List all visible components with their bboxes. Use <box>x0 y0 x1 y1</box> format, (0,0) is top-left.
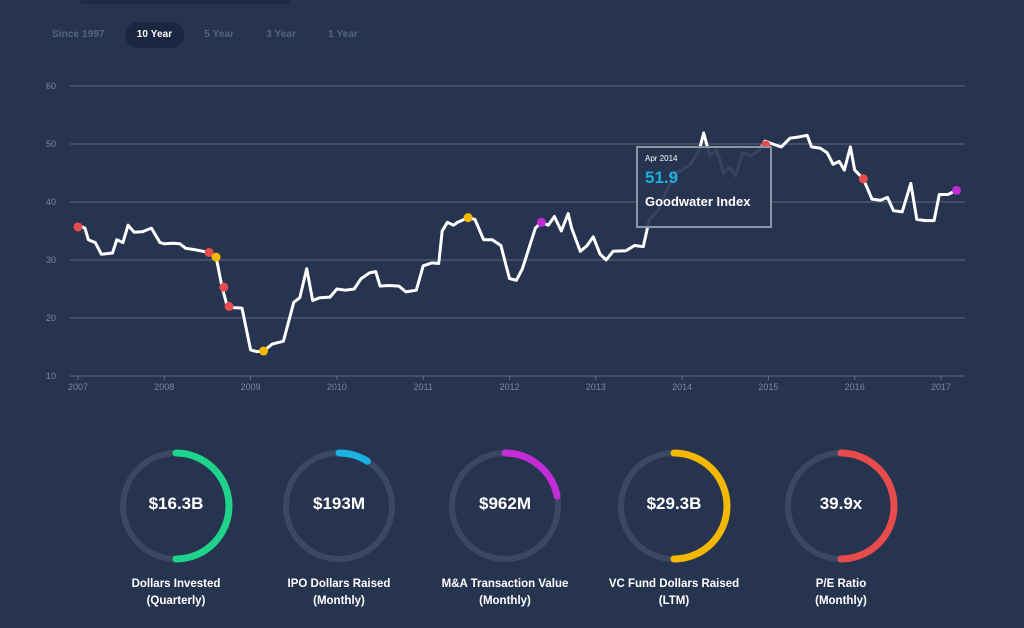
gauge-arc <box>501 449 561 500</box>
x-tick-label: 2012 <box>499 382 519 392</box>
x-tick-label: 2011 <box>414 382 433 392</box>
gauge-arc <box>172 449 233 563</box>
x-tick-label: 2016 <box>845 382 865 392</box>
metric-pe-ratio[interactable]: 39.9x P/E Ratio (Monthly) <box>761 446 921 610</box>
gauge-vc-fund <box>618 449 731 563</box>
tab-3-year[interactable]: 3 Year <box>266 29 297 40</box>
x-tick-label: 2008 <box>154 382 174 392</box>
metric-vc-fund[interactable]: $29.3B VC Fund Dollars Raised (LTM) <box>594 446 754 610</box>
metric-label: P/E Ratio (Monthly) <box>815 578 867 607</box>
tab-since-1997[interactable]: Since 1997 <box>52 29 105 40</box>
metric-value: $193M <box>313 494 365 513</box>
event-marker[interactable] <box>536 217 546 227</box>
chart-tooltip: Apr 2014 51.9 Goodwater Index <box>636 146 772 228</box>
event-marker[interactable] <box>952 185 962 195</box>
gauge-pe-ratio <box>785 449 898 563</box>
metric-label: VC Fund Dollars Raised (LTM) <box>608 578 740 607</box>
metric-label: IPO Dollars Raised (Monthly) <box>287 578 391 607</box>
gauge-arc <box>837 449 898 563</box>
gauge-dollars-invested <box>120 449 233 563</box>
event-marker[interactable] <box>211 252 221 262</box>
gauge-mna-value <box>449 449 561 562</box>
index-chart[interactable]: 10 20 30 40 50 60 2007 2008 2009 2010 2011 2012 2013… <box>0 0 1024 400</box>
chart-grid: 10 20 30 40 50 60 2007 2008 2009 2010 2011 2012 2013… <box>46 81 965 392</box>
y-tick-label: 60 <box>46 81 56 91</box>
event-marker[interactable] <box>858 174 868 184</box>
gauge-arc <box>670 449 731 563</box>
event-marker[interactable] <box>259 346 269 356</box>
metric-label: Dollars Invested (Quarterly) <box>131 578 221 607</box>
chart-series <box>76 131 958 354</box>
x-tick-label: 2014 <box>672 382 692 392</box>
tab-1-year[interactable]: 1 Year <box>328 29 358 40</box>
metric-value: $29.3B <box>646 494 702 513</box>
metric-mna-value[interactable]: $962M M&A Transaction Value (Monthly) <box>425 446 585 610</box>
tooltip-date: Apr 2014 <box>645 154 678 163</box>
tooltip-value: 51.9 <box>645 168 679 187</box>
event-marker[interactable] <box>463 213 473 223</box>
top-bar <box>80 0 290 4</box>
y-tick-label: 50 <box>46 139 56 149</box>
x-tick-label: 2017 <box>931 382 951 392</box>
y-tick-label: 10 <box>46 371 56 381</box>
range-tabs: Since 1997 10 Year 5 Year 3 Year 1 Year <box>40 22 378 48</box>
metric-value: 39.9x <box>819 494 863 513</box>
x-tick-label: 2009 <box>241 382 261 392</box>
tab-10-year[interactable]: 10 Year <box>124 22 185 48</box>
series-line <box>76 131 958 354</box>
tab-5-year[interactable]: 5 Year <box>204 29 235 40</box>
metric-value: $16.3B <box>148 494 204 513</box>
y-tick-label: 40 <box>46 197 56 207</box>
metric-value: $962M <box>479 494 531 513</box>
gauge-ipo-dollars <box>283 449 395 562</box>
event-marker[interactable] <box>224 301 234 311</box>
event-marker[interactable] <box>219 282 229 292</box>
gauge-arc <box>335 449 371 465</box>
chart-markers <box>73 140 962 356</box>
event-marker[interactable] <box>73 222 83 232</box>
x-tick-label: 2010 <box>327 382 347 392</box>
y-tick-label: 30 <box>46 255 56 265</box>
event-marker[interactable] <box>204 247 214 257</box>
metric-dollars-invested[interactable]: $16.3B Dollars Invested (Quarterly) <box>96 446 256 610</box>
y-tick-label: 20 <box>46 313 56 323</box>
x-tick-label: 2013 <box>586 382 606 392</box>
metric-ipo-dollars[interactable]: $193M IPO Dollars Raised (Monthly) <box>259 446 419 610</box>
x-tick-label: 2007 <box>68 382 88 392</box>
metric-label: M&A Transaction Value (Monthly) <box>441 578 569 607</box>
x-tick-label: 2015 <box>758 382 778 392</box>
tooltip-label: Goodwater Index <box>645 194 751 209</box>
